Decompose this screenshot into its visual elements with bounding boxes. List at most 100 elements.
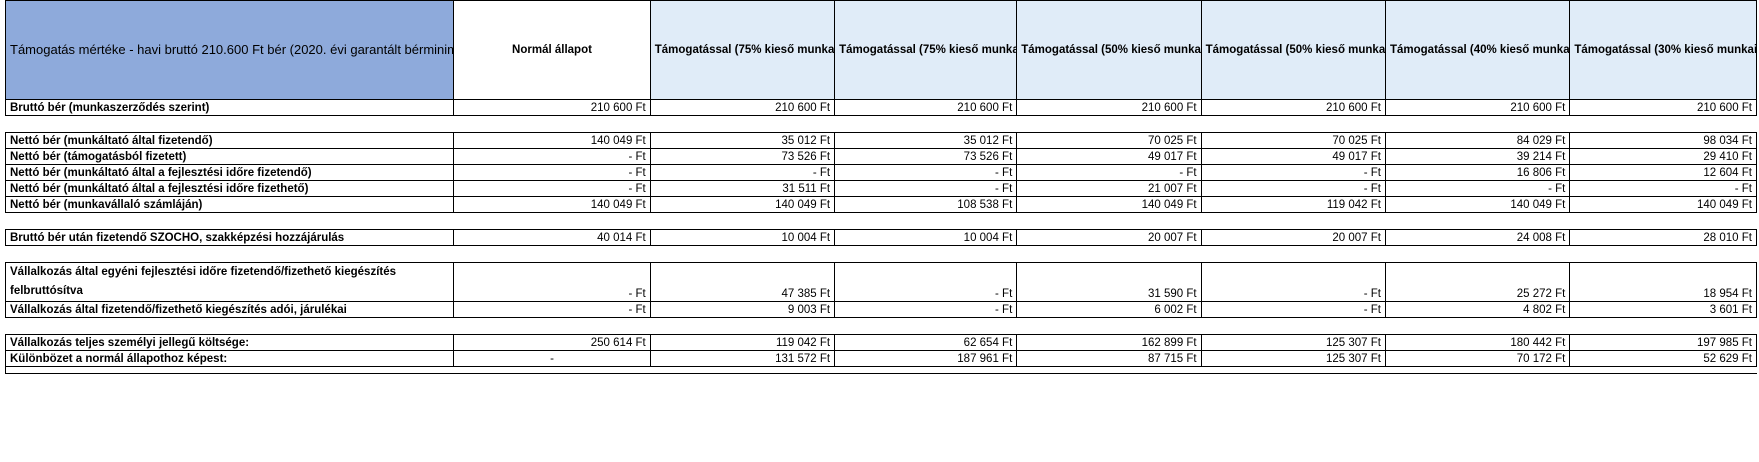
header-col-30: Támogatással (30% kieső munkaidő esetén)… bbox=[1569, 0, 1757, 100]
row-label: Bruttó bér után fizetendő SZOCHO, szakké… bbox=[4, 229, 455, 246]
cell: 70 025 Ft bbox=[1200, 132, 1386, 149]
table-row: Nettó bér (munkáltató által a fejlesztés… bbox=[4, 180, 1757, 197]
cell: 25 272 Ft bbox=[1384, 262, 1571, 302]
cell: - Ft bbox=[1569, 180, 1757, 197]
cell: 125 307 Ft bbox=[1200, 350, 1386, 367]
cell: 52 629 Ft bbox=[1569, 350, 1757, 367]
cell: - Ft bbox=[1200, 262, 1386, 302]
cell: 131 572 Ft bbox=[649, 350, 836, 367]
spacer-row bbox=[6, 246, 1757, 263]
cell: 73 526 Ft bbox=[649, 148, 836, 165]
cell: 180 442 Ft bbox=[1384, 334, 1571, 351]
row-label: Különbözet a normál állapothoz képest: bbox=[4, 350, 455, 367]
table-row: Bruttó bér után fizetendő SZOCHO, szakké… bbox=[4, 229, 1757, 246]
cell: 49 017 Ft bbox=[1200, 148, 1386, 165]
row-label: Bruttó bér (munkaszerződés szerint) bbox=[4, 99, 455, 116]
table-row: Nettó bér (munkáltató által fizetendő) 1… bbox=[4, 132, 1757, 149]
cell: 39 214 Ft bbox=[1384, 148, 1571, 165]
cell: - Ft bbox=[1384, 180, 1571, 197]
cell: 47 385 Ft bbox=[649, 262, 836, 302]
cell: - Ft bbox=[834, 164, 1018, 181]
cell: - Ft bbox=[834, 180, 1018, 197]
cell: 140 049 Ft bbox=[1016, 196, 1202, 213]
cell: 210 600 Ft bbox=[1016, 99, 1202, 116]
cell: 140 049 Ft bbox=[1569, 196, 1757, 213]
cell: 210 600 Ft bbox=[1200, 99, 1386, 116]
cell: 28 010 Ft bbox=[1569, 229, 1757, 246]
cell: 31 590 Ft bbox=[1016, 262, 1202, 302]
cell: - Ft bbox=[649, 164, 836, 181]
cell: 187 961 Ft bbox=[834, 350, 1018, 367]
cell: - Ft bbox=[453, 301, 651, 318]
table-row: Nettó bér (munkavállaló számláján) 140 0… bbox=[4, 196, 1757, 213]
header-col-50-without: Támogatással (50% kieső munkaidő esetén)… bbox=[1200, 0, 1386, 100]
header-col-normal: Normál állapot bbox=[453, 0, 651, 100]
spacer-row bbox=[6, 213, 1757, 230]
cell: 31 511 Ft bbox=[649, 180, 836, 197]
cell: 29 410 Ft bbox=[1569, 148, 1757, 165]
header-col-75-without: Támogatással (75% kieső munkaidő esetén)… bbox=[834, 0, 1018, 100]
cell: 10 004 Ft bbox=[649, 229, 836, 246]
cell: 73 526 Ft bbox=[834, 148, 1018, 165]
cell: 140 049 Ft bbox=[453, 196, 651, 213]
cell: - Ft bbox=[1016, 164, 1202, 181]
row-label: Nettó bér (munkáltató által a fejlesztés… bbox=[4, 180, 455, 197]
cell: 62 654 Ft bbox=[834, 334, 1018, 351]
cell: - Ft bbox=[1200, 164, 1386, 181]
cell: 98 034 Ft bbox=[1569, 132, 1757, 149]
spacer-row bbox=[6, 116, 1757, 133]
cell: - Ft bbox=[453, 148, 651, 165]
bottom-border-row bbox=[5, 366, 1757, 374]
header-first-cell: Támogatás mértéke - havi bruttó 210.600 … bbox=[4, 0, 455, 100]
header-row: Támogatás mértéke - havi bruttó 210.600 … bbox=[4, 0, 1757, 100]
cell: 210 600 Ft bbox=[649, 99, 836, 116]
cell: 16 806 Ft bbox=[1384, 164, 1571, 181]
cell: 108 538 Ft bbox=[834, 196, 1018, 213]
cell: 18 954 Ft bbox=[1569, 262, 1757, 302]
cell: 24 008 Ft bbox=[1384, 229, 1571, 246]
cell: 87 715 Ft bbox=[1016, 350, 1202, 367]
cell: 20 007 Ft bbox=[1200, 229, 1386, 246]
cell: 4 802 Ft bbox=[1384, 301, 1571, 318]
header-col-75-with: Támogatással (75% kieső munkaidő esetén)… bbox=[649, 0, 836, 100]
table-row: Vállalkozás teljes személyi jellegű költ… bbox=[4, 334, 1757, 351]
cell: 10 004 Ft bbox=[834, 229, 1018, 246]
cell: - Ft bbox=[834, 262, 1018, 302]
table-row: Vállalkozás által egyéni fejlesztési idő… bbox=[4, 262, 1757, 302]
cell: - Ft bbox=[453, 180, 651, 197]
cell: 210 600 Ft bbox=[1384, 99, 1571, 116]
cell: - Ft bbox=[1200, 301, 1386, 318]
spacer-row bbox=[6, 318, 1757, 335]
row-label: Nettó bér (munkáltató által a fejlesztés… bbox=[4, 164, 455, 181]
cell: 9 003 Ft bbox=[649, 301, 836, 318]
row-label: Nettó bér (munkáltató által fizetendő) bbox=[4, 132, 455, 149]
cell: 140 049 Ft bbox=[453, 132, 651, 149]
header-col-50-with: Támogatással (50% kieső munkaidő esetén)… bbox=[1016, 0, 1202, 100]
cell: 140 049 Ft bbox=[649, 196, 836, 213]
cell: 49 017 Ft bbox=[1016, 148, 1202, 165]
table-row: Különbözet a normál állapothoz képest: -… bbox=[4, 350, 1757, 367]
cell: 35 012 Ft bbox=[834, 132, 1018, 149]
cell: 6 002 Ft bbox=[1016, 301, 1202, 318]
cell: 21 007 Ft bbox=[1016, 180, 1202, 197]
row-label: Nettó bér (támogatásból fizetett) bbox=[4, 148, 455, 165]
cell: 140 049 Ft bbox=[1384, 196, 1571, 213]
cell: - Ft bbox=[453, 262, 651, 302]
cell: 210 600 Ft bbox=[453, 99, 651, 116]
cell: 35 012 Ft bbox=[649, 132, 836, 149]
cell: 70 172 Ft bbox=[1384, 350, 1571, 367]
cell: 125 307 Ft bbox=[1200, 334, 1386, 351]
cell: 197 985 Ft bbox=[1569, 334, 1757, 351]
row-label: Nettó bér (munkavállaló számláján) bbox=[4, 196, 455, 213]
cell: 12 604 Ft bbox=[1569, 164, 1757, 181]
cell: - Ft bbox=[834, 301, 1018, 318]
table-row: Nettó bér (munkáltató által a fejlesztés… bbox=[4, 164, 1757, 181]
cell: 40 014 Ft bbox=[453, 229, 651, 246]
cell: 162 899 Ft bbox=[1016, 334, 1202, 351]
cell: 119 042 Ft bbox=[649, 334, 836, 351]
cell: 84 029 Ft bbox=[1384, 132, 1571, 149]
cell: - Ft bbox=[453, 164, 651, 181]
cell: 70 025 Ft bbox=[1016, 132, 1202, 149]
row-label: Vállalkozás teljes személyi jellegű költ… bbox=[4, 334, 455, 351]
header-col-40: Támogatással (40% kieső munkaidő esetén)… bbox=[1384, 0, 1571, 100]
